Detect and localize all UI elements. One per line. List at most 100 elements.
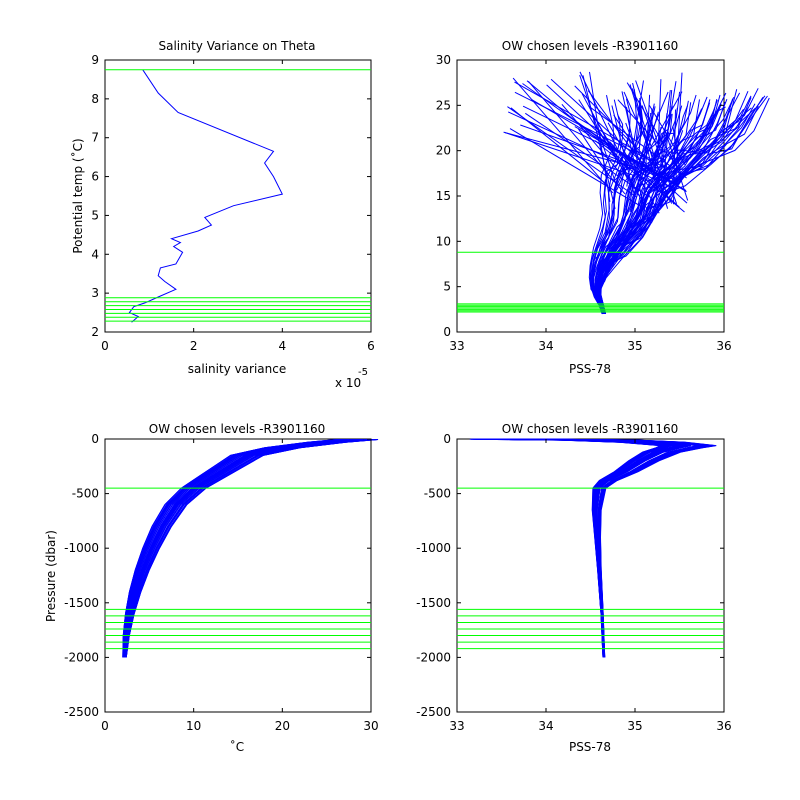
- profile-trace: [659, 130, 684, 200]
- profile-trace: [503, 131, 654, 183]
- profile-trace: [520, 124, 626, 163]
- data-series-line: [514, 438, 689, 658]
- profile-trace: [514, 81, 655, 162]
- profile-trace: [124, 439, 368, 658]
- y-tick-label: 5: [443, 280, 451, 294]
- plot-area: [104, 438, 372, 713]
- profile-trace: [589, 71, 611, 202]
- x-tick-label: 34: [538, 339, 553, 353]
- y-tick-label: 5: [91, 208, 99, 222]
- plot-area: [104, 59, 372, 333]
- y-tick-label: -1000: [64, 541, 99, 555]
- x-tick-label: 20: [275, 719, 290, 733]
- profile-trace: [599, 112, 751, 315]
- data-series-line: [124, 439, 358, 658]
- profile-trace: [525, 112, 650, 198]
- profile-trace: [125, 439, 378, 658]
- profile-trace: [507, 111, 657, 181]
- profile-trace: [124, 439, 362, 658]
- y-tick-label: 0: [443, 325, 451, 339]
- profile-trace: [556, 438, 715, 658]
- profile-trace: [123, 439, 352, 658]
- x-tick-label: 0: [101, 719, 109, 733]
- y-tick-label: -1000: [416, 541, 451, 555]
- profile-trace: [598, 98, 734, 315]
- y-tick-label: 4: [91, 247, 99, 261]
- profile-trace: [632, 82, 657, 186]
- data-series-line: [128, 69, 284, 323]
- x-tick-label: 36: [716, 339, 731, 353]
- subplot-title: OW chosen levels -R3901160: [502, 422, 678, 436]
- y-tick-label: 0: [443, 432, 451, 446]
- profile-trace: [657, 79, 662, 164]
- x-tick-label: 30: [363, 719, 378, 733]
- x-tick-label: 35: [627, 339, 642, 353]
- x-tick-label: 33: [449, 719, 464, 733]
- subplot-salinity-variance: Salinity Variance on Theta salinity vari…: [70, 39, 375, 390]
- profile-trace: [122, 439, 341, 658]
- y-tick-label: -2500: [64, 705, 99, 719]
- y-tick-label: -1500: [416, 596, 451, 610]
- y-tick-label: 7: [91, 131, 99, 145]
- x-tick-label: 36: [716, 719, 731, 733]
- profile-trace: [122, 439, 338, 658]
- profile-trace: [574, 85, 669, 180]
- profile-trace: [531, 99, 679, 186]
- y-tick-label: 15: [436, 189, 451, 203]
- profile-trace: [655, 90, 671, 205]
- y-tick-label: 30: [436, 53, 451, 67]
- x-axis-label: PSS-78: [569, 362, 611, 376]
- profile-trace: [611, 105, 635, 195]
- profile-trace: [596, 126, 643, 201]
- y-tick-label: 6: [91, 170, 99, 184]
- x-axis-label: ˚C: [230, 739, 244, 754]
- x-tick-label: 35: [627, 719, 642, 733]
- y-tick-label: -500: [72, 487, 99, 501]
- subplot-pressure-temperature: OW chosen levels -R3901160 ˚C Pressure (…: [44, 422, 379, 754]
- y-tick-label: 2: [91, 325, 99, 339]
- y-tick-label: 25: [436, 98, 451, 112]
- profile-trace: [494, 438, 676, 658]
- x-tick-label: 4: [279, 339, 287, 353]
- profile-trace: [607, 122, 660, 214]
- profile-trace: [648, 105, 686, 166]
- profile-trace: [528, 80, 626, 195]
- plot-content: [457, 438, 724, 658]
- profile-trace: [617, 99, 674, 161]
- y-tick-label: 8: [91, 92, 99, 106]
- profile-trace: [582, 75, 616, 210]
- profile-trace: [626, 80, 644, 187]
- x-axis-label: salinity variance: [188, 362, 287, 376]
- x-axis-label: PSS-78: [569, 740, 611, 754]
- plot-content: [457, 71, 770, 315]
- y-tick-label: 10: [436, 234, 451, 248]
- y-tick-label: -2000: [64, 650, 99, 664]
- profile-trace: [541, 438, 706, 658]
- y-axis-label: Pressure (dbar): [44, 530, 58, 622]
- profile-trace: [597, 98, 718, 315]
- plot-content: [105, 439, 379, 658]
- y-tick-label: -2500: [416, 705, 451, 719]
- plot-area: [456, 438, 725, 713]
- profile-trace: [673, 109, 676, 205]
- profile-trace: [672, 125, 682, 177]
- profile-trace: [616, 121, 649, 191]
- y-tick-label: 0: [91, 432, 99, 446]
- x-tick-label: 2: [190, 339, 198, 353]
- data-series-line: [595, 100, 689, 315]
- plot-area: [456, 59, 725, 333]
- plot-content: [105, 69, 371, 323]
- y-tick-label: -2000: [416, 650, 451, 664]
- profile-trace: [561, 103, 622, 175]
- y-tick-label: 20: [436, 144, 451, 158]
- y-axis-label: Potential temp (˚C): [70, 138, 85, 253]
- y-tick-label: 9: [91, 53, 99, 67]
- y-tick-label: 3: [91, 286, 99, 300]
- profile-trace: [507, 106, 637, 198]
- profile-trace: [469, 438, 662, 658]
- profile-trace: [529, 438, 698, 658]
- x-axis-multiplier: x 10: [335, 376, 361, 390]
- subplot-pressure-salinity: OW chosen levels -R3901160 PSS-78 33 34 35…: [416, 422, 732, 754]
- y-tick-label: -1500: [64, 596, 99, 610]
